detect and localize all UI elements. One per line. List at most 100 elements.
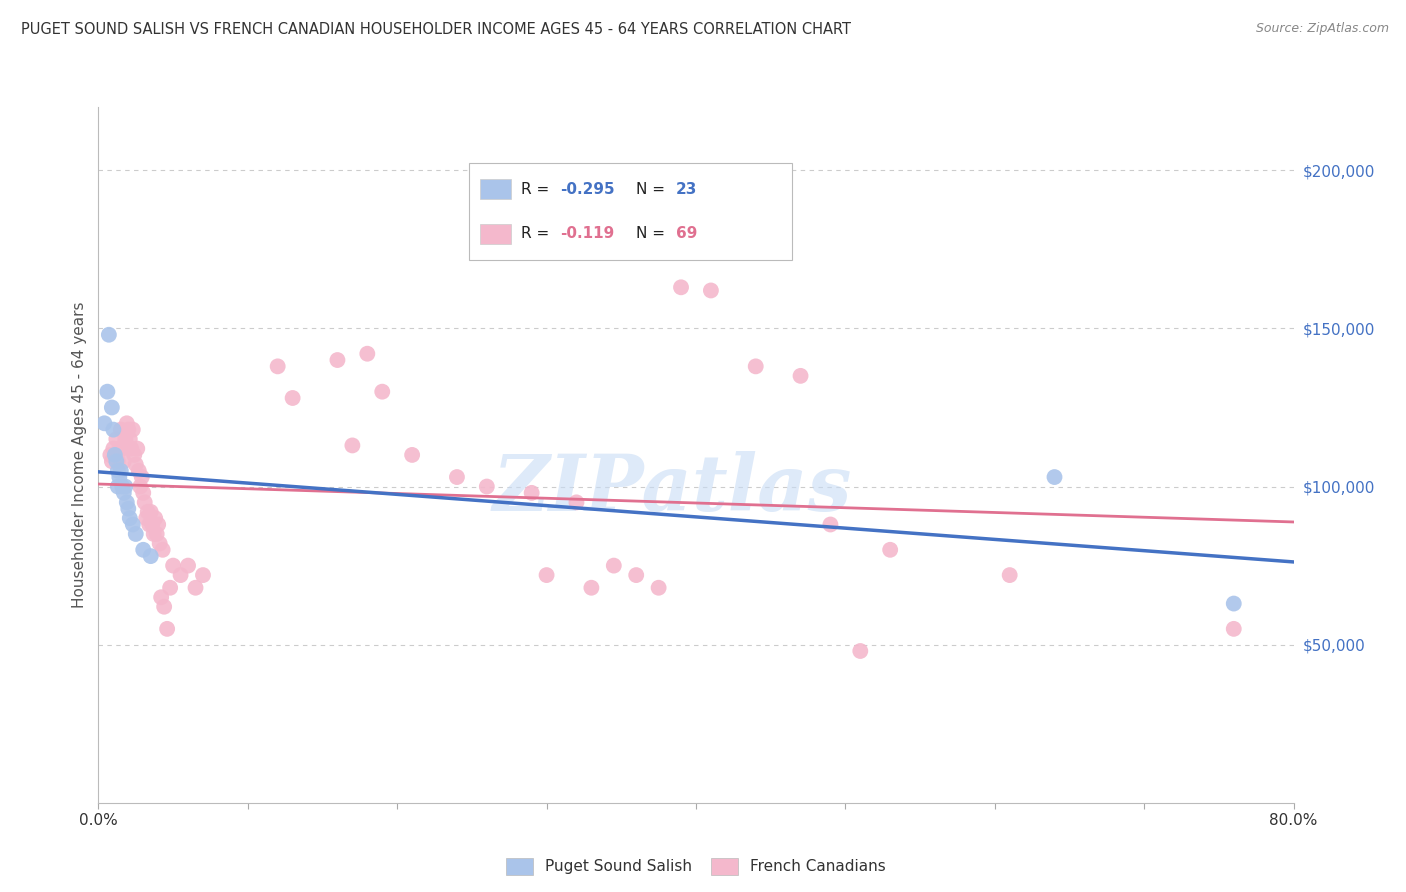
Point <box>108 470 131 484</box>
Point <box>124 448 146 462</box>
Point <box>138 517 160 532</box>
Point <box>125 527 148 541</box>
Point <box>371 384 394 399</box>
Text: -0.295: -0.295 <box>561 181 614 196</box>
Point <box>93 417 115 431</box>
Point <box>820 517 842 532</box>
Point <box>121 423 143 437</box>
Text: N =: N = <box>637 227 671 242</box>
Point <box>177 558 200 573</box>
Point <box>96 384 118 399</box>
Point <box>118 432 141 446</box>
Point <box>152 542 174 557</box>
Point <box>647 581 669 595</box>
Y-axis label: Householder Income Ages 45 - 64 years: Householder Income Ages 45 - 64 years <box>72 301 87 608</box>
Text: R =: R = <box>520 181 554 196</box>
Point <box>191 568 214 582</box>
Point <box>1223 597 1246 611</box>
Point <box>117 501 139 516</box>
Point <box>105 454 128 468</box>
Point <box>111 479 134 493</box>
Point <box>849 644 872 658</box>
Point <box>356 347 378 361</box>
Point <box>118 511 141 525</box>
Text: 69: 69 <box>675 227 697 242</box>
Point <box>108 442 131 456</box>
Text: Source: ZipAtlas.com: Source: ZipAtlas.com <box>1256 22 1389 36</box>
Point <box>326 353 349 368</box>
Point <box>131 470 153 484</box>
Point <box>114 479 136 493</box>
Point <box>401 448 423 462</box>
Point <box>104 448 127 462</box>
Point <box>107 479 129 493</box>
Text: ZIPatlas: ZIPatlas <box>492 451 852 528</box>
Point <box>112 486 135 500</box>
Point <box>134 495 156 509</box>
Point <box>581 581 603 595</box>
Point <box>603 558 626 573</box>
Point <box>136 505 159 519</box>
Point <box>169 568 191 582</box>
Point <box>101 401 124 415</box>
Point <box>669 280 692 294</box>
Point <box>145 527 167 541</box>
Point <box>132 542 155 557</box>
Point <box>132 486 155 500</box>
Text: 23: 23 <box>675 181 697 196</box>
Text: PUGET SOUND SALISH VS FRENCH CANADIAN HOUSEHOLDER INCOME AGES 45 - 64 YEARS CORR: PUGET SOUND SALISH VS FRENCH CANADIAN HO… <box>21 22 851 37</box>
Point <box>141 517 163 532</box>
Point <box>112 454 135 468</box>
Point <box>103 423 125 437</box>
Point <box>342 438 364 452</box>
Point <box>105 432 128 446</box>
Point <box>139 549 162 563</box>
Point <box>110 423 132 437</box>
Text: -0.119: -0.119 <box>561 227 614 242</box>
Point <box>129 479 152 493</box>
Point <box>148 517 170 532</box>
Point <box>97 327 120 342</box>
Legend: Puget Sound Salish, French Canadians: Puget Sound Salish, French Canadians <box>506 857 886 875</box>
Point <box>267 359 290 374</box>
Point <box>1223 622 1246 636</box>
Point <box>536 568 558 582</box>
Point <box>103 442 125 456</box>
Point <box>159 581 181 595</box>
Point <box>1043 470 1066 484</box>
Text: R =: R = <box>520 227 554 242</box>
Point <box>998 568 1021 582</box>
Point <box>142 527 165 541</box>
Point <box>281 391 304 405</box>
Point <box>107 464 129 478</box>
Point <box>128 464 150 478</box>
Point <box>475 479 498 493</box>
Point <box>115 495 138 509</box>
Point <box>446 470 468 484</box>
Point <box>143 511 166 525</box>
Point <box>153 599 176 614</box>
Point <box>101 454 124 468</box>
Point <box>104 448 127 462</box>
Point <box>879 542 901 557</box>
Point <box>110 464 132 478</box>
Point <box>162 558 184 573</box>
Point <box>700 284 723 298</box>
Point <box>125 458 148 472</box>
Point <box>149 536 172 550</box>
Point <box>120 442 142 456</box>
Point <box>156 622 179 636</box>
Point <box>139 505 162 519</box>
Point <box>121 517 143 532</box>
Point <box>789 368 811 383</box>
Point <box>111 442 134 456</box>
Point <box>127 442 149 456</box>
Point <box>745 359 768 374</box>
Point <box>115 417 138 431</box>
Point <box>100 448 122 462</box>
Point <box>626 568 648 582</box>
Point <box>114 432 136 446</box>
Text: N =: N = <box>637 181 671 196</box>
Point <box>117 423 139 437</box>
Point <box>184 581 207 595</box>
